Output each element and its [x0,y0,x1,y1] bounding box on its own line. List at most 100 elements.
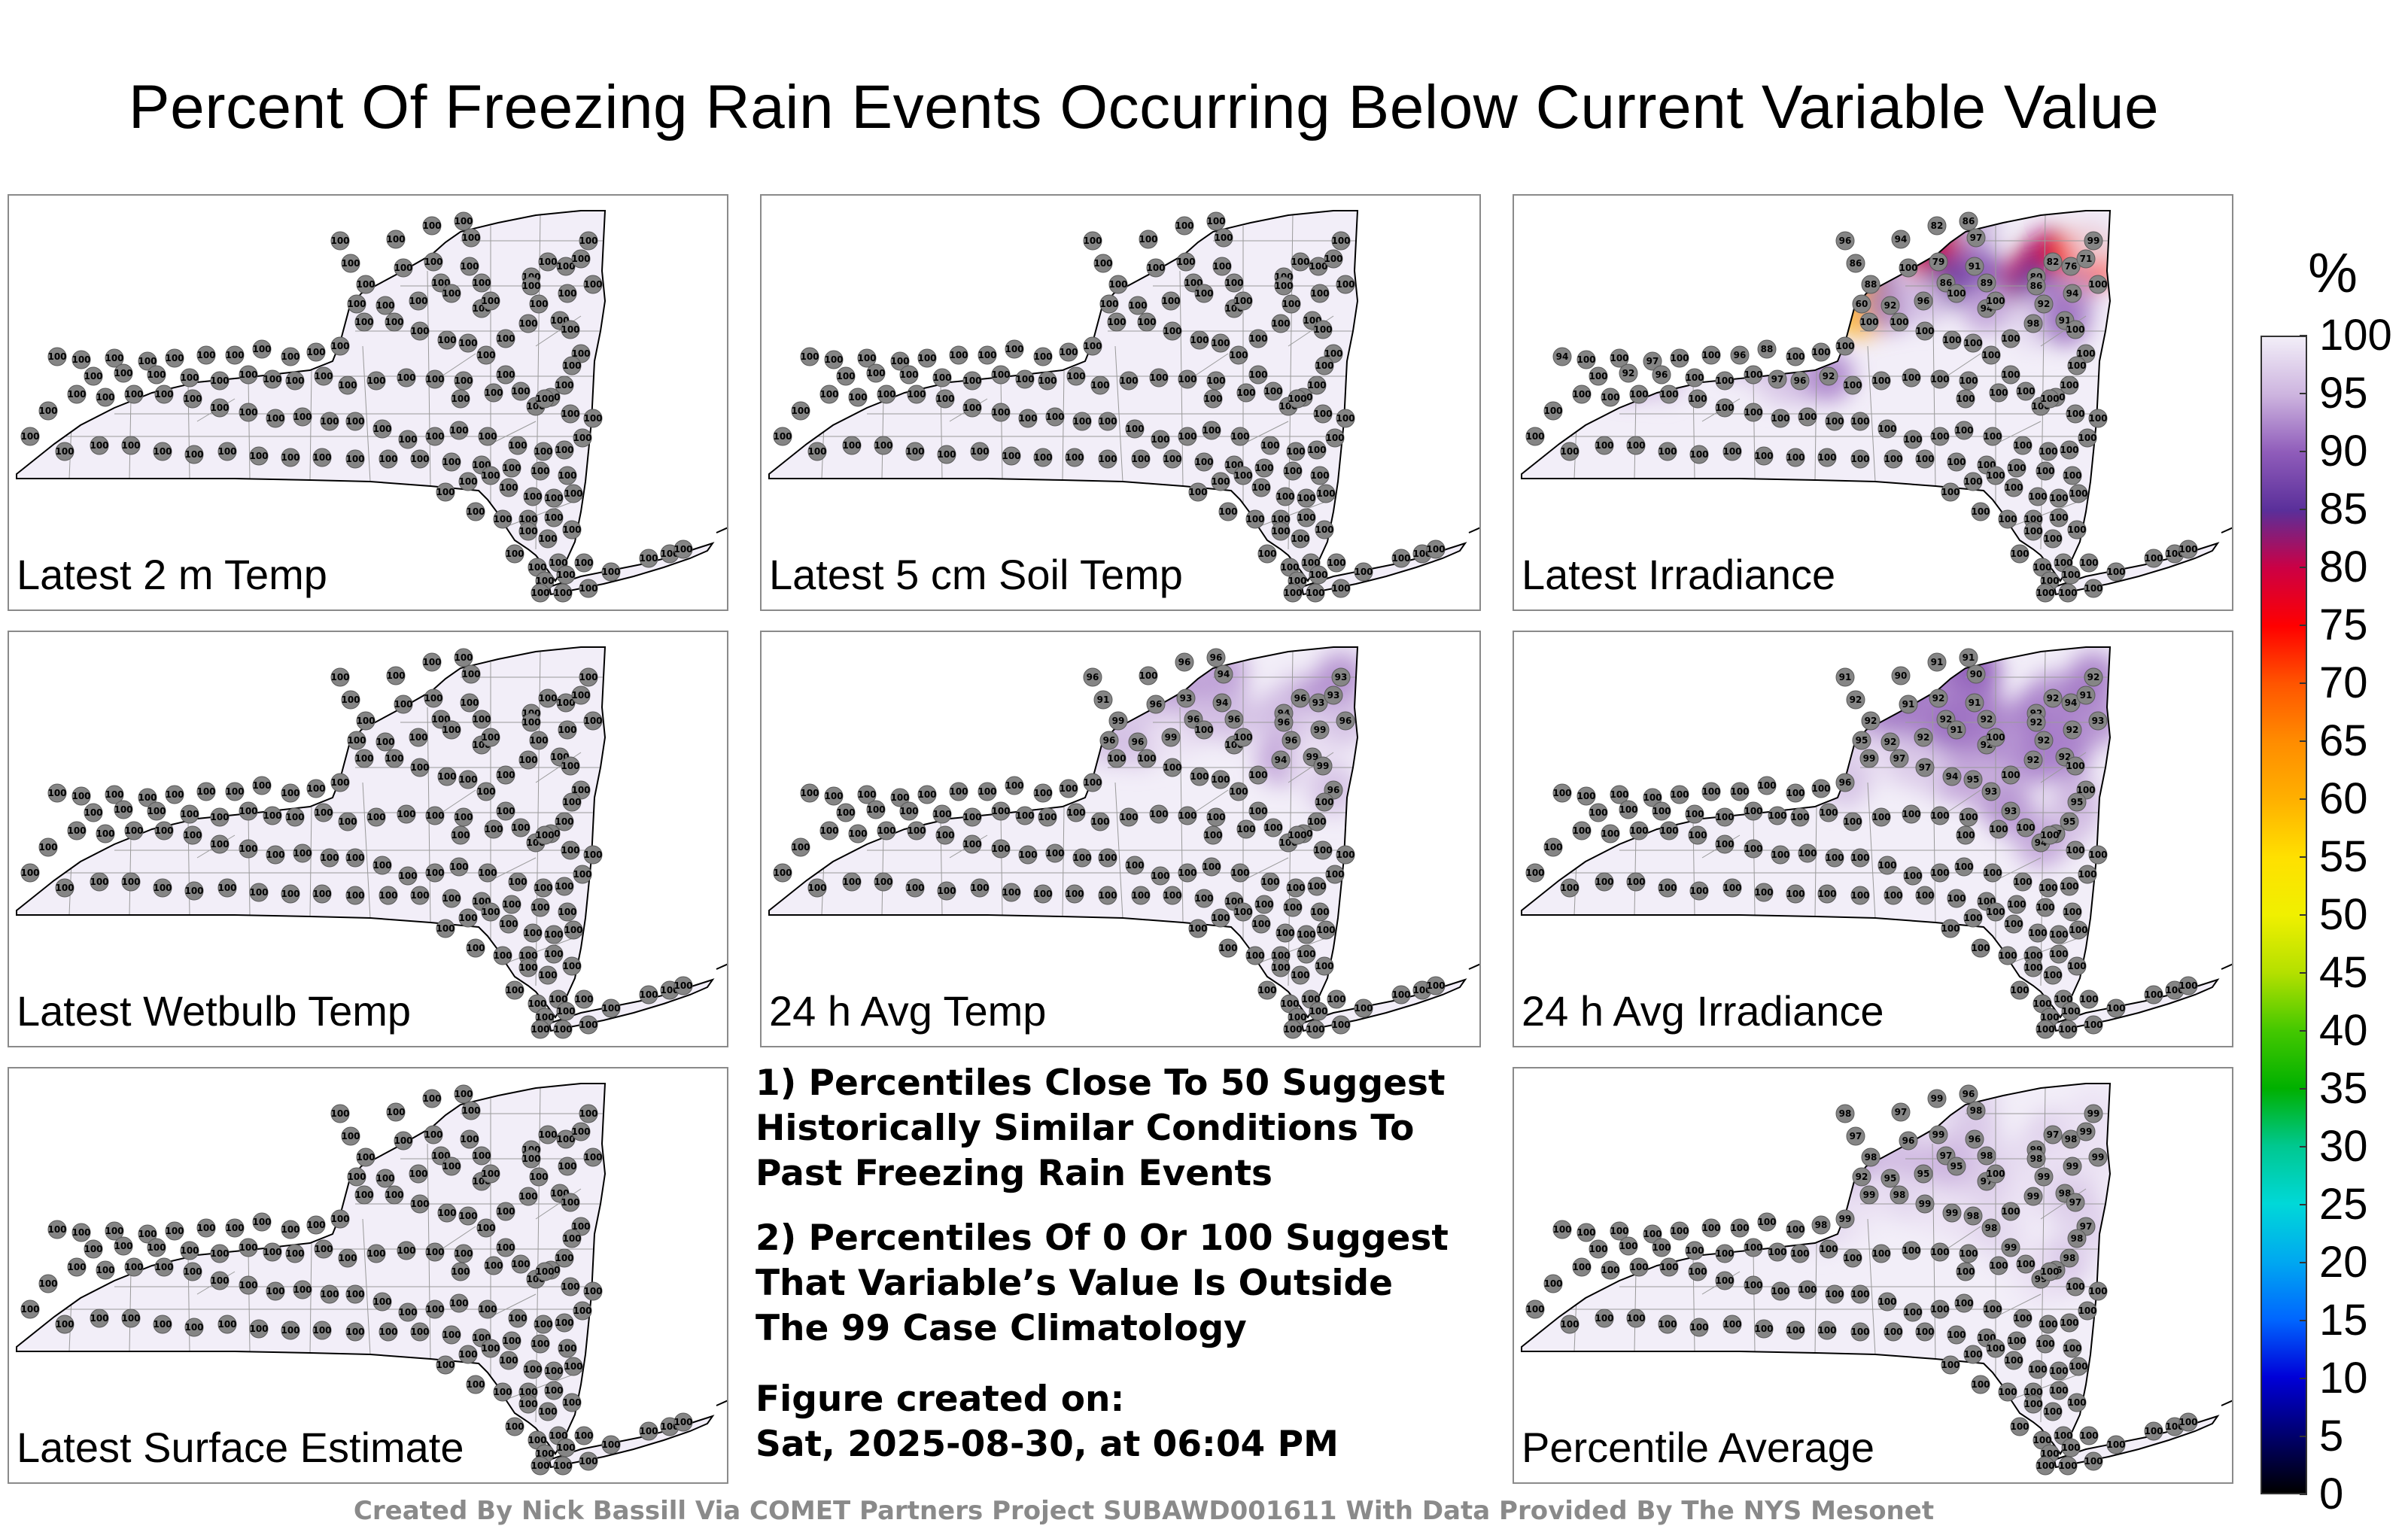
station-value: 100 [306,1220,325,1230]
station-marker: 100 [266,409,285,428]
station-dot [773,427,792,446]
station-value: 100 [397,372,415,383]
station-value: 96 [1294,693,1307,704]
station-marker: 100 [562,1229,582,1248]
station-marker: 100 [791,837,810,857]
station-marker: 100 [555,877,574,896]
station-value: 94 [2066,288,2079,299]
station-marker: 100 [409,728,428,747]
colorbar-tick-label: 35 [2319,1064,2368,1113]
station-value: 100 [2043,1406,2062,1417]
station-value: 100 [2178,980,2197,991]
station-value: 100 [508,1313,527,1324]
station-value: 100 [1275,928,1294,938]
station-value: 100 [84,807,102,818]
station-dot [1309,565,1328,585]
station-marker: 100 [263,369,282,389]
station-value: 100 [553,1461,572,1471]
station-value: 100 [1757,780,1776,791]
station-marker: 100 [2001,1202,2020,1221]
station-dot [842,436,862,455]
station-value: 100 [458,1349,477,1360]
station-value: 96 [1902,1135,1915,1146]
station-dot [2076,249,2096,269]
station-value: 100 [2010,549,2029,559]
station-marker: 100 [1701,782,1721,801]
station-marker: 100 [460,693,479,713]
station-marker: 100 [1248,329,1268,348]
station-dot [2043,252,2063,272]
station-dot [1178,806,1197,825]
station-marker: 100 [905,878,925,898]
station-value: 94 [2065,698,2078,708]
station-value: 100 [2063,1343,2081,1354]
station-marker: 98 [1811,1215,1831,1235]
station-value: 100 [153,883,172,893]
station-marker: 100 [538,688,558,708]
station-dot [366,807,386,827]
station-marker: 100 [1601,824,1620,843]
station-value: 100 [184,449,203,460]
station-value: 100 [932,372,951,383]
station-marker: 100 [461,228,481,248]
station-value: 100 [454,812,473,822]
station-value: 100 [1098,416,1117,427]
station-dot [1610,785,1629,804]
station-dot [1315,956,1334,976]
station-value: 100 [1275,491,1294,502]
station-marker: 97 [1846,1126,1865,1146]
station-value: 100 [2028,491,2047,502]
station-value: 100 [1610,789,1628,800]
station-marker: 100 [153,442,172,461]
station-value: 100 [1033,452,1052,463]
station-dot [2049,488,2069,508]
station-marker: 100 [1983,427,2002,446]
station-value: 100 [538,1406,557,1417]
station-marker: 100 [544,1361,564,1381]
station-dot [1257,980,1277,1000]
station-dot [1914,291,1933,311]
station-dot [970,442,990,461]
station-value: 100 [1786,1325,1804,1336]
station-marker: 100 [531,583,550,603]
station-marker: 100 [1576,1223,1596,1242]
station-marker: 100 [375,1169,395,1188]
station-marker: 100 [425,806,445,825]
station-value: 100 [398,434,417,445]
station-dot [153,442,172,461]
station-dot [1670,348,1689,368]
station-marker: 100 [511,381,531,401]
station-dot [848,824,868,843]
station-value: 100 [366,812,385,822]
station-value: 100 [2001,369,2020,380]
station-marker: 100 [314,366,333,386]
station-value: 100 [2058,1024,2077,1035]
station-value: 100 [183,830,202,840]
station-value: 100 [2013,877,2032,887]
station-value: 96 [1327,785,1340,795]
station-value: 96 [1285,735,1298,746]
station-dot [639,549,658,568]
station-value: 91 [2059,315,2072,326]
county-line [1000,813,1003,916]
station-marker: 100 [1161,291,1181,311]
station-marker: 100 [437,1203,457,1223]
station-dot [1619,363,1638,383]
station-marker: 100 [1963,908,1983,928]
station-value: 100 [1871,812,1890,822]
station-marker: 100 [579,1015,598,1035]
station-dot [1310,466,1330,485]
station-value: 100 [1233,470,1252,481]
station-value: 100 [639,553,658,564]
station-marker: 100 [2066,404,2085,424]
station-marker: 100 [1176,252,1196,272]
station-value: 100 [1211,913,1230,923]
station-value: 93 [1327,690,1340,701]
station-dot [991,801,1011,821]
station-value: 100 [1286,883,1305,893]
station-value: 99 [1863,753,1876,764]
station-marker: 100 [1236,819,1256,839]
station-marker: 100 [454,807,473,827]
station-value: 94 [1946,771,1959,782]
credit-line: Created By Nick Bassill Via COMET Partne… [353,1496,1935,1526]
